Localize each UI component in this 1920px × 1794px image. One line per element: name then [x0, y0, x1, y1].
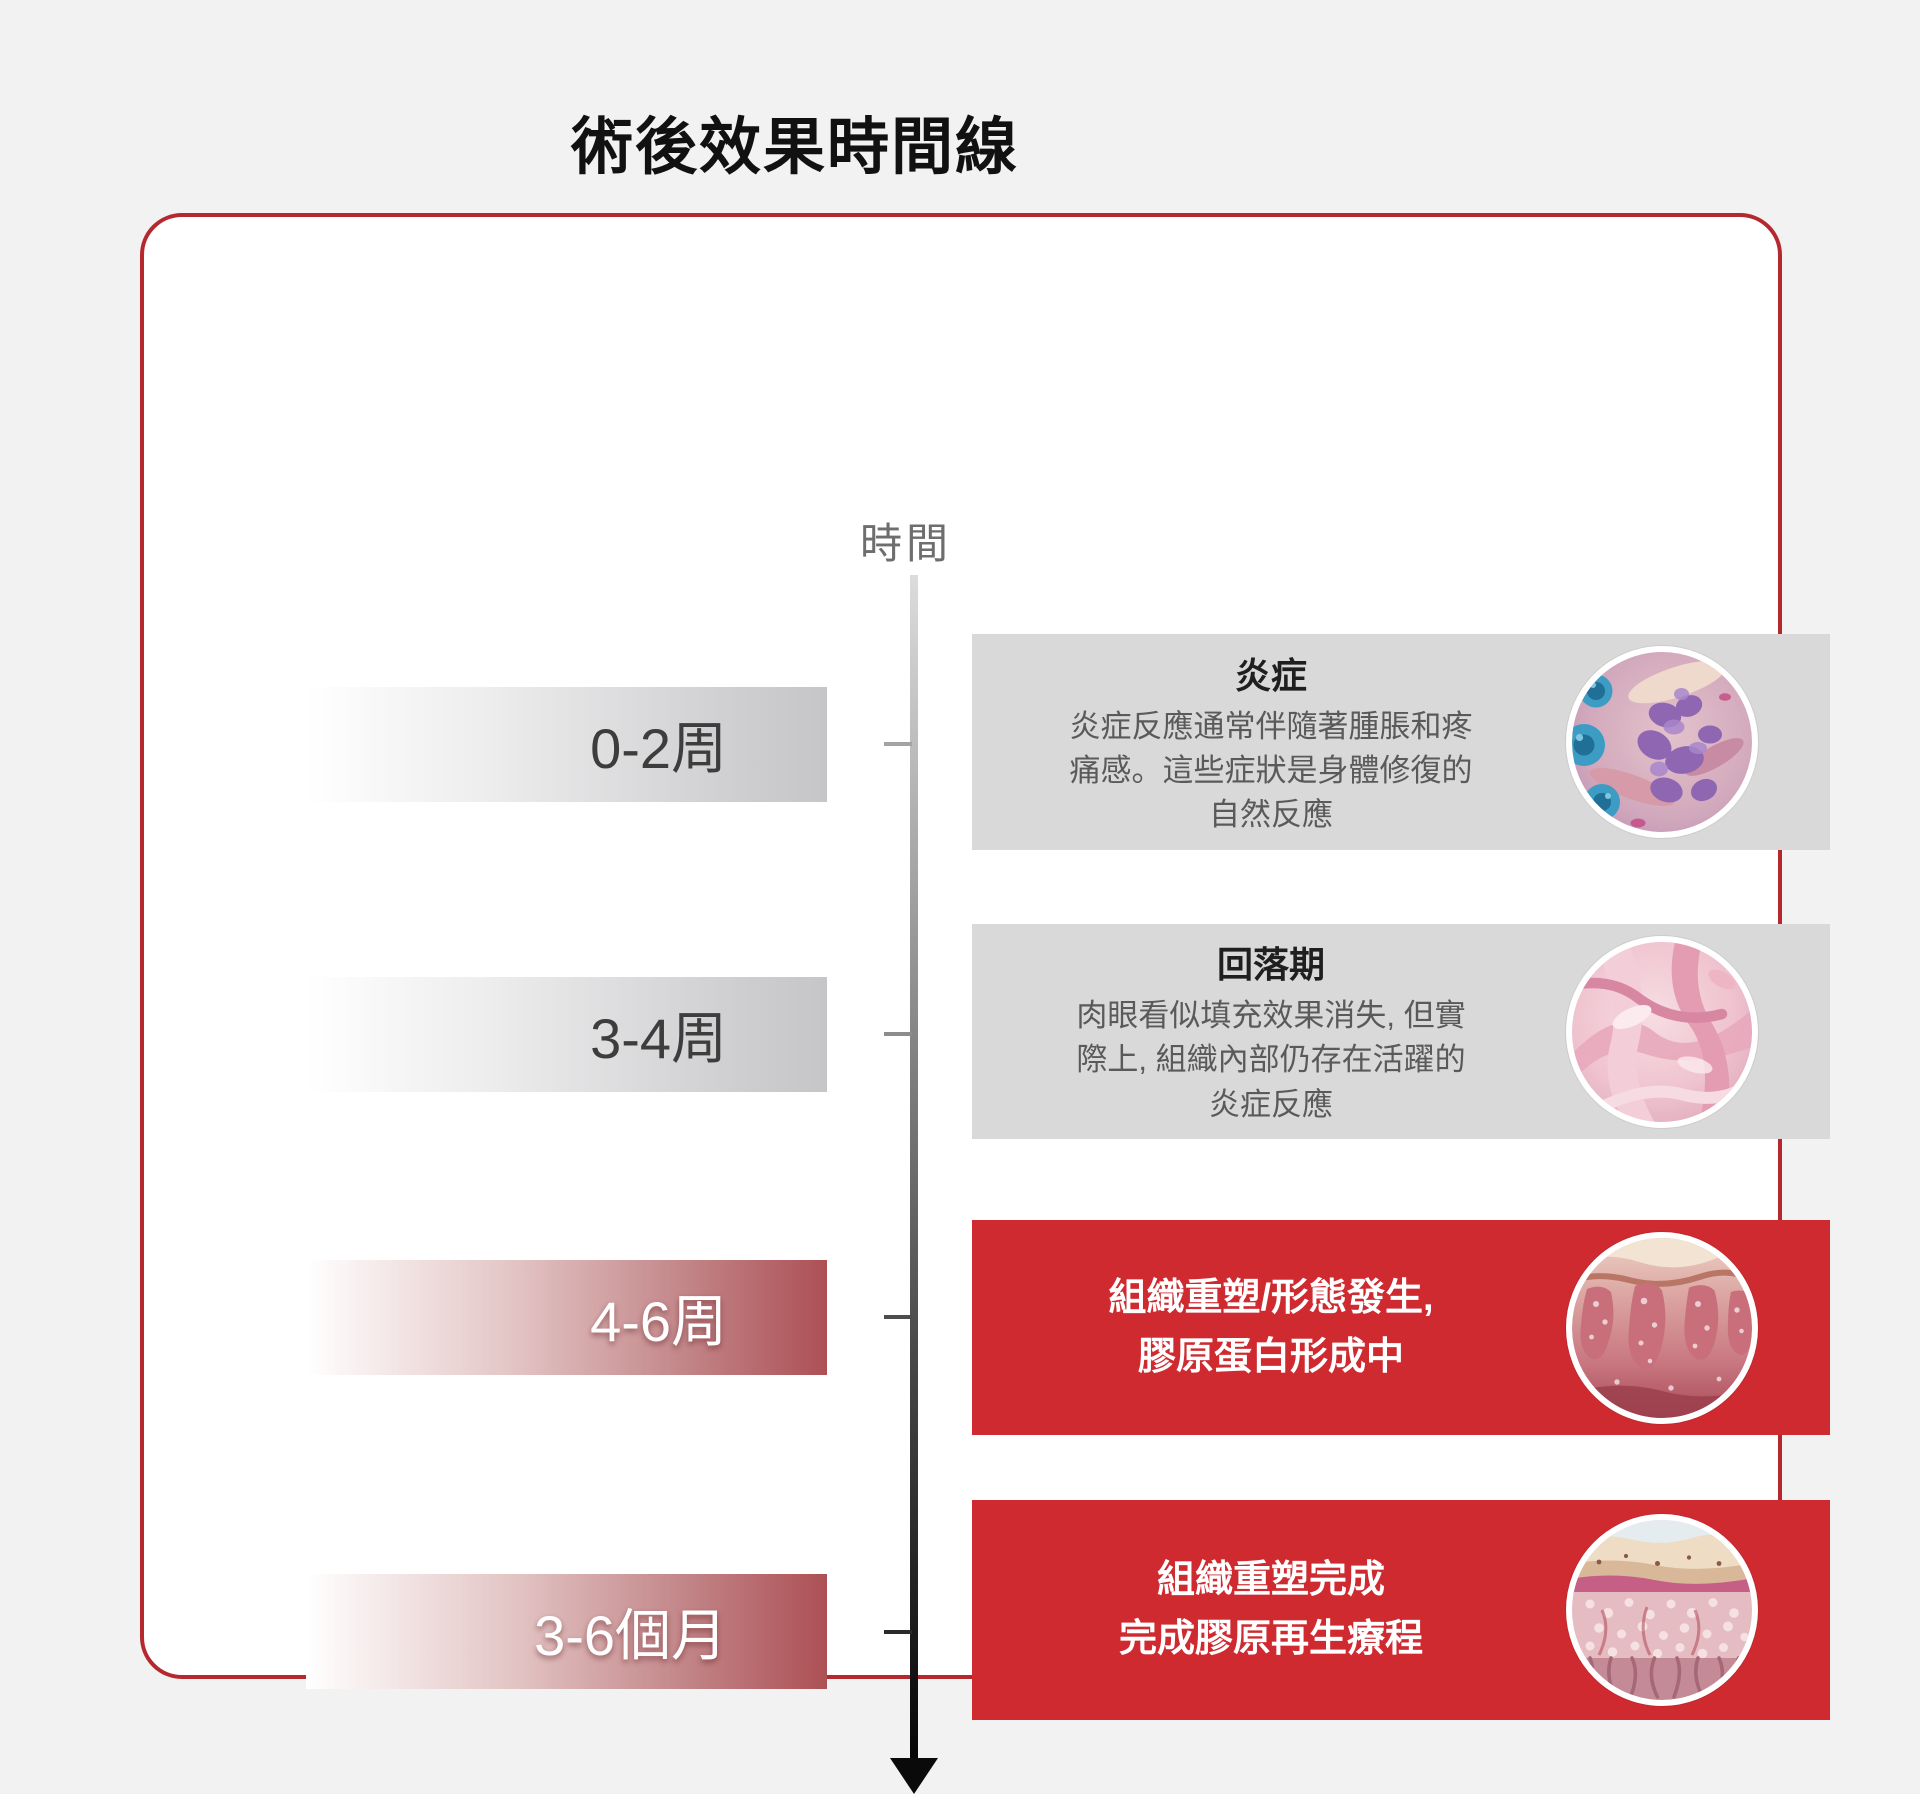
stage-text: 回落期 肉眼看似填充效果消失, 但實 際上, 組織內部仍存在活躍的 炎症反應	[972, 936, 1566, 1126]
arrow-down-icon	[890, 1758, 938, 1794]
stage-card-rebound: 回落期 肉眼看似填充效果消失, 但實 際上, 組織內部仍存在活躍的 炎症反應	[972, 924, 1830, 1139]
stage-description: 肉眼看似填充效果消失, 但實 際上, 組織內部仍存在活躍的 炎症反應	[1076, 998, 1466, 1122]
post-treatment-timeline-infographic: 術後效果時間線 時間 0-2周 3-4周 4-6周 3-6個月 炎症 炎症反應通…	[140, 113, 1830, 1794]
stage-card-inflammation: 炎症 炎症反應通常伴隨著腫脹和疼 痛感。這些症狀是身體修復的 自然反應	[972, 634, 1830, 850]
period-label-3-4-weeks: 3-4周	[306, 977, 827, 1092]
stage-text: 組織重塑/形態發生, 膠原蛋白形成中	[972, 1269, 1566, 1387]
stage-description: 組織重塑完成 完成膠原再生療程	[1118, 1559, 1423, 1660]
stage-description: 炎症反應通常伴隨著腫脹和疼 痛感。這些症狀是身體修復的 自然反應	[1069, 708, 1473, 832]
period-text: 3-4周	[590, 1007, 727, 1070]
stage-card-remodeling: 組織重塑/形態發生, 膠原蛋白形成中	[972, 1220, 1830, 1435]
stage-text: 炎症 炎症反應通常伴隨著腫脹和疼 痛感。這些症狀是身體修復的 自然反應	[972, 647, 1566, 837]
page-title: 術後效果時間線	[570, 113, 1020, 182]
period-label-0-2-weeks: 0-2周	[306, 687, 827, 802]
stage-description: 組織重塑/形態發生, 膠原蛋白形成中	[1108, 1276, 1434, 1378]
timeline-tick	[884, 1630, 912, 1634]
period-text: 3-6個月	[534, 1604, 727, 1667]
period-label-4-6-weeks: 4-6周	[306, 1260, 827, 1375]
time-axis-label: 時間	[859, 520, 953, 567]
stage-card-complete: 組織重塑完成 完成膠原再生療程	[972, 1500, 1830, 1720]
period-text: 4-6周	[590, 1290, 727, 1353]
period-text: 0-2周	[590, 717, 727, 780]
stage-heading: 回落期	[1216, 944, 1325, 986]
timeline-axis-line	[910, 575, 918, 1760]
stage-text: 組織重塑完成 完成膠原再生療程	[972, 1551, 1566, 1669]
period-label-3-6-months: 3-6個月	[306, 1574, 827, 1689]
pink-tissue-fibers-photo	[1566, 935, 1758, 1128]
inflammation-microscopy-photo	[1566, 646, 1758, 838]
timeline-tick	[884, 1032, 912, 1036]
dermis-collagen-remodeling-photo	[1566, 1231, 1758, 1424]
timeline-tick	[884, 742, 912, 746]
timeline-tick	[884, 1315, 912, 1319]
stage-heading: 炎症	[1234, 654, 1307, 696]
timeline-panel: 時間 0-2周 3-4周 4-6周 3-6個月 炎症 炎症反應通常伴隨著腫脹和疼…	[140, 213, 1830, 1794]
skin-cross-section-photo	[1566, 1514, 1758, 1706]
